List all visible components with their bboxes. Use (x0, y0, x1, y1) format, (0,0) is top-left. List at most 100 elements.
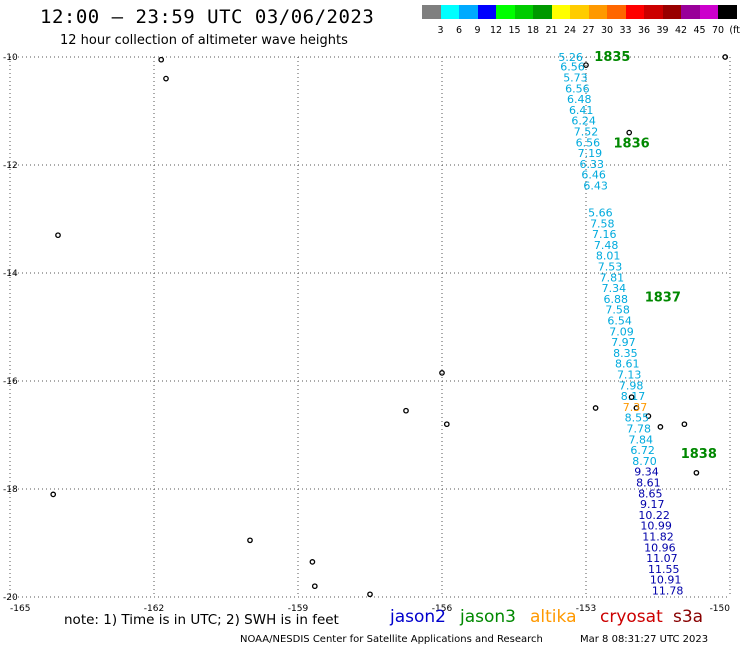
wave-height-label: 8.55 (625, 412, 650, 425)
colorbar-label: 42 (674, 25, 688, 36)
wave-height-label: 6.56 (576, 136, 601, 149)
island-outline (55, 232, 61, 239)
colorbar-swatch (662, 5, 681, 19)
island-outline (722, 54, 729, 60)
footer-credit: NOAA/NESDIS Center for Satellite Applica… (240, 634, 543, 645)
colorbar-swatch (607, 5, 626, 19)
wave-height-label: 6.48 (567, 93, 592, 106)
wave-height-label: 7.97 (611, 336, 636, 349)
colorbar-swatch (699, 5, 718, 19)
wave-height-label: 6.24 (571, 115, 596, 128)
wave-height-label: 6.72 (630, 444, 655, 457)
lon-tick-label: -150 (710, 604, 731, 614)
island-outline (657, 424, 664, 430)
pass-number-label: 1835 (594, 50, 630, 65)
lon-tick-label: -162 (144, 604, 164, 614)
colorbar-swatch (496, 5, 515, 19)
wave-height-label: 8.01 (596, 250, 621, 263)
wave-height-label: 7.34 (602, 282, 627, 295)
colorbar-swatch (644, 5, 663, 19)
wave-height-label: 6.56 (565, 82, 590, 95)
wave-height-label: 8.61 (636, 477, 661, 490)
island-outline (311, 583, 318, 590)
colorbar-swatch (551, 5, 570, 19)
island-outline (583, 62, 589, 68)
wave-height-label: 9.17 (640, 498, 665, 511)
colorbar-swatch (459, 5, 478, 19)
colorbar-label: 45 (693, 25, 706, 36)
pass-number-label: 1838 (681, 447, 717, 462)
wave-height-label: 6.46 (581, 169, 606, 182)
lon-tick-label: -159 (288, 604, 309, 614)
footer-timestamp: Mar 8 08:31:27 UTC 2023 (580, 634, 709, 645)
wave-height-label: 10.96 (644, 541, 676, 554)
colorbar-swatch (514, 5, 533, 19)
wave-height-label: 8.65 (638, 487, 663, 500)
wave-height-label: 9.34 (634, 466, 659, 479)
wave-height-label: 5.26 (558, 51, 583, 64)
lon-tick-label: -165 (10, 604, 30, 614)
island-outline (681, 421, 688, 428)
colorbar-swatch (422, 5, 441, 19)
wave-height-label: 7.81 (600, 271, 625, 284)
wave-height-label: 6.33 (580, 158, 605, 171)
wave-height-label: 5.66 (588, 207, 613, 220)
colorbar-swatch (625, 5, 644, 19)
island-outline (628, 394, 635, 401)
legend-jason2: jason2 (390, 607, 446, 627)
wave-height-label: 8.17 (621, 390, 646, 403)
wave-height-label: 6.54 (607, 315, 632, 328)
colorbar-label: 18 (526, 25, 540, 36)
wave-height-label: 7.58 (590, 217, 615, 230)
lon-tick-label: -156 (432, 604, 453, 614)
colorbar-label: 3 (437, 25, 444, 36)
colorbar-swatch (681, 5, 700, 19)
legend-jason3: jason3 (460, 607, 516, 627)
legend-cryosat: cryosat (600, 607, 663, 627)
island-outline (158, 56, 165, 63)
island-outline (163, 75, 169, 82)
map-title: 12:00 – 23:59 UTC 03/06/2023 (40, 6, 375, 28)
colorbar-label: 15 (508, 25, 521, 36)
island-outline (633, 405, 640, 411)
colorbar-label: 9 (474, 25, 481, 36)
island-outline (403, 407, 409, 414)
lat-tick-label: -12 (3, 161, 18, 171)
colorbar-swatch (570, 5, 589, 19)
lat-tick-label: -14 (3, 269, 18, 279)
wave-height-label: 11.55 (648, 563, 680, 576)
colorbar-label: 30 (600, 25, 614, 36)
legend-s3a: s3a (673, 607, 704, 627)
wave-height-label: 10.99 (640, 520, 672, 533)
colorbar-label: 12 (489, 25, 503, 36)
pass-number-label: 1837 (645, 290, 681, 305)
colorbar-label: 21 (545, 25, 558, 36)
wave-height-label: 10.91 (650, 574, 682, 587)
wave-height-label: 7.58 (605, 304, 630, 317)
colorbar-label: 33 (619, 25, 632, 36)
island-outline (309, 559, 316, 565)
wave-height-label: 7.37 (623, 401, 648, 414)
wave-height-label: 7.48 (594, 239, 619, 252)
wave-height-label: 7.19 (578, 147, 603, 160)
island-outline (247, 537, 253, 544)
lat-tick-label: -16 (3, 377, 18, 387)
wave-height-label: 7.98 (619, 379, 644, 392)
wave-height-label: 5.73 (563, 72, 588, 85)
colorbar-label: 36 (637, 25, 651, 36)
wave-height-label: 7.13 (617, 369, 642, 382)
colorbar-swatch (718, 5, 737, 19)
wave-height-label: 6.56 (560, 61, 585, 74)
colorbar-swatch (588, 5, 607, 19)
wave-height-label: 11.07 (646, 552, 678, 565)
island-outline (693, 469, 700, 476)
colorbar-label: 24 (563, 25, 577, 36)
wave-height-label: 10.22 (638, 509, 670, 522)
wave-height-label: 7.16 (592, 228, 617, 241)
island-outline (367, 591, 373, 598)
island-outline (50, 491, 57, 498)
wave-height-label: 7.52 (574, 126, 599, 139)
island-outline (626, 129, 633, 136)
